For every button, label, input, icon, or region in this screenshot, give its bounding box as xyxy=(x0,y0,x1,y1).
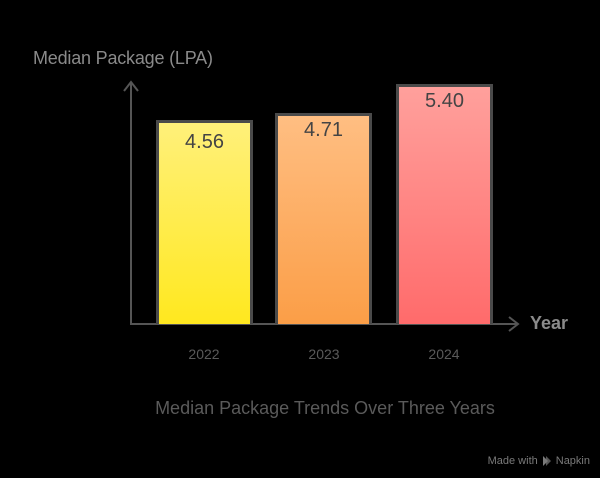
y-axis-label: Median Package (LPA) xyxy=(33,48,213,68)
bar-value-label: 5.40 xyxy=(425,90,464,112)
bar-value-label: 4.56 xyxy=(185,131,224,153)
bar-value-label: 4.71 xyxy=(304,119,343,141)
x-tick-2023: 2023 xyxy=(308,346,340,362)
x-tick-2024: 2024 xyxy=(428,346,460,362)
made-with-napkin-badge: Made with Napkin xyxy=(488,455,590,467)
chart-title: Median Package Trends Over Three Years xyxy=(155,398,495,418)
bar-2022: 4.56 xyxy=(156,120,253,324)
bar-2024: 5.40 xyxy=(396,84,493,324)
x-axis-label: Year xyxy=(530,313,569,333)
napkin-brand-text: Napkin xyxy=(555,455,590,467)
napkin-logo-icon xyxy=(542,456,551,466)
made-with-text: Made with xyxy=(487,455,538,467)
bar-2023: 4.71 xyxy=(275,113,372,324)
x-tick-2022: 2022 xyxy=(188,346,220,362)
